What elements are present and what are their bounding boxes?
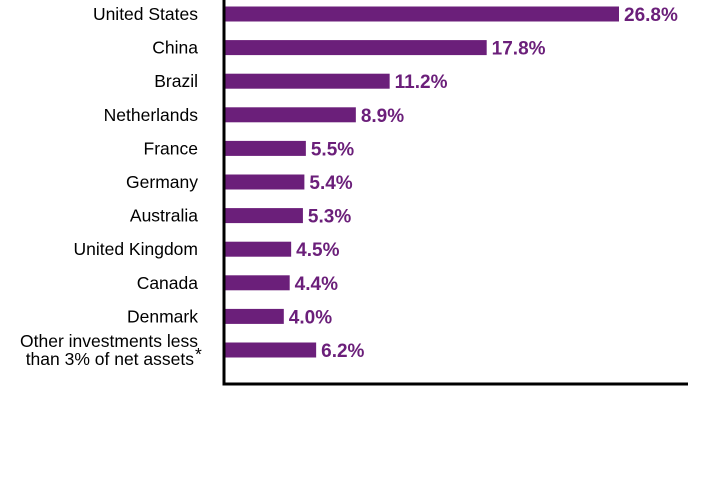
category-labels-group: United States China Brazil Netherlands Franc… [20,4,202,369]
footnote-mark: * [195,344,202,364]
bar-7 [225,241,292,257]
value-label-8: 4.4% [295,274,338,295]
category-label-1: China [152,38,198,58]
value-label-10: 6.2% [321,341,364,362]
category-label-line: Other investments less [20,331,198,351]
category-label-8: Canada [137,273,199,293]
category-label-7: United Kingdom [73,239,198,259]
value-label-9: 4.0% [289,307,332,328]
bar-5 [225,174,305,190]
value-label-6: 5.3% [308,207,351,228]
category-label-10: Other investments less than 3% of net ass… [20,331,198,369]
bars-group [225,6,619,358]
category-label-2: Brazil [154,71,198,91]
value-label-7: 4.5% [296,240,339,261]
category-label-4: France [144,138,198,158]
bar-10 [225,342,317,358]
bar-1 [225,40,487,56]
bar-6 [225,208,303,224]
bar-2 [225,73,390,89]
value-label-5: 5.4% [309,173,352,194]
value-labels-group: 26.8% 17.8% 11.2% 8.9% 5.5% 5.4% 5.3% 4.5% 4.4% 4… [289,5,678,362]
bar-8 [225,275,290,291]
category-label-3: Netherlands [104,105,199,125]
category-label-0: United States [93,4,198,24]
value-label-3: 8.9% [361,106,404,127]
bar-9 [225,308,284,324]
category-label-5: Germany [126,172,198,192]
value-label-2: 11.2% [395,72,448,93]
bar-0 [225,6,619,22]
value-label-4: 5.5% [311,139,354,160]
bar-4 [225,140,306,156]
category-label-line: than 3% of net assets [26,349,195,369]
category-label-9: Denmark [127,306,198,326]
value-label-1: 17.8% [492,39,546,60]
category-label-6: Australia [130,206,198,226]
bar-3 [225,107,356,123]
value-label-0: 26.8% [624,5,678,26]
